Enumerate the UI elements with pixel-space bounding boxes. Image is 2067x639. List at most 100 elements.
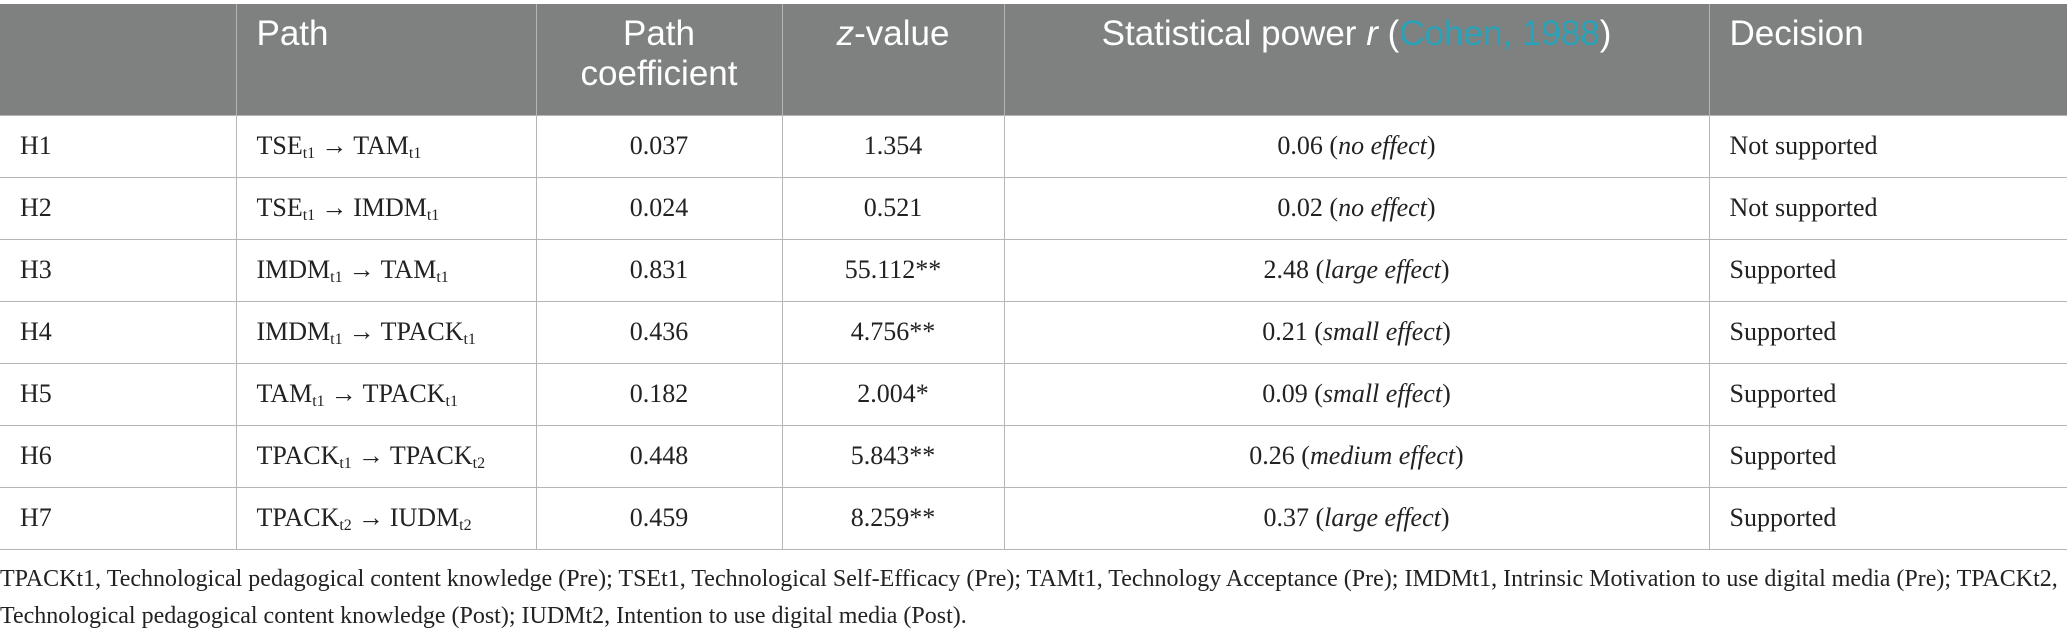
- path-to: IUDM: [389, 503, 460, 532]
- path-to: TAM: [380, 255, 437, 284]
- path-to: TPACK: [362, 379, 446, 408]
- path-coefficient: 0.448: [535, 424, 783, 488]
- table-row: H1 TSEt1 → TAMt1 0.037 1.354 0.06 (no effect) N…: [0, 114, 2067, 178]
- path-from: TPACK: [256, 441, 340, 470]
- power-paren-close: ): [1442, 379, 1451, 408]
- power-paren-open: (: [1307, 317, 1323, 346]
- header-id: [0, 4, 237, 115]
- hypothesis-id: H4: [0, 300, 237, 364]
- power-value: 0.26: [1249, 441, 1295, 470]
- arrow-icon: →: [321, 193, 348, 222]
- power-paren-open: (: [1322, 193, 1339, 222]
- effect-size-label: large effect: [1324, 503, 1441, 532]
- path-from: IMDM: [256, 317, 331, 346]
- header-decision: Decision: [1708, 4, 2067, 115]
- arrow-icon: →: [348, 255, 375, 284]
- decision: Supported: [1708, 238, 2067, 302]
- effect-size-label: small effect: [1322, 379, 1443, 408]
- path-from: TAM: [256, 379, 313, 408]
- effect-size-label: medium effect: [1309, 441, 1456, 470]
- decision: Not supported: [1708, 114, 2067, 178]
- path-to: IMDM: [353, 193, 427, 222]
- statistical-power: 0.26 (medium effect): [1003, 424, 1710, 488]
- arrow-icon: →: [330, 379, 357, 408]
- statistical-power: 0.06 (no effect): [1003, 114, 1710, 178]
- header-z-value: z-value: [781, 4, 1005, 115]
- path-from: TPACK: [256, 503, 340, 532]
- path-from-subscript: t1: [339, 455, 352, 472]
- power-paren-close: ): [1455, 441, 1464, 470]
- power-paren-open: (: [1307, 379, 1323, 408]
- results-table: Path Path coefficient z-value Statistica…: [0, 4, 2067, 550]
- header-path: Path: [235, 4, 537, 115]
- power-paren-close: ): [1440, 503, 1450, 532]
- path-from-subscript: t1: [330, 269, 343, 286]
- header-path-coefficient: Path coefficient: [535, 4, 783, 115]
- statistical-power: 0.37 (large effect): [1003, 486, 1710, 550]
- power-paren-open: (: [1308, 503, 1325, 532]
- hypothesis-id: H6: [0, 424, 237, 488]
- path-coefficient: 0.182: [535, 362, 783, 426]
- hypothesis-id: H1: [0, 114, 237, 178]
- z-value: 4.756**: [781, 300, 1005, 364]
- statistical-power: 0.09 (small effect): [1003, 362, 1710, 426]
- power-paren-open: (: [1322, 131, 1339, 160]
- path-to: TPACK: [380, 317, 464, 346]
- effect-size-label: no effect: [1338, 193, 1427, 222]
- path-from-subscript: t1: [302, 145, 316, 162]
- z-value: 0.521: [781, 176, 1005, 240]
- power-paren-close: ): [1440, 255, 1450, 284]
- power-paren-open: (: [1294, 441, 1310, 470]
- path-cell: TSEt1 → TAMt1: [235, 114, 537, 178]
- statistical-power: 0.21 (small effect): [1003, 300, 1710, 364]
- decision: Supported: [1708, 486, 2067, 550]
- z-value: 2.004*: [781, 362, 1005, 426]
- path-from-subscript: t2: [339, 517, 352, 534]
- power-value: 0.02: [1277, 193, 1323, 222]
- hypothesis-id: H2: [0, 176, 237, 240]
- power-paren-open: (: [1308, 255, 1325, 284]
- statistical-power: 2.48 (large effect): [1003, 238, 1710, 302]
- path-from: IMDM: [256, 255, 331, 284]
- path-cell: TSEt1 → IMDMt1: [235, 176, 537, 240]
- power-paren-close: ): [1426, 131, 1436, 160]
- decision: Supported: [1708, 424, 2067, 488]
- path-from-subscript: t1: [302, 207, 316, 224]
- header-z-suffix: -value: [854, 14, 950, 53]
- path-to-subscript: t1: [463, 331, 476, 348]
- header-power-label: Statistical power: [1101, 14, 1367, 53]
- decision: Supported: [1708, 362, 2067, 426]
- path-cell: IMDMt1 → TPACKt1: [235, 300, 537, 364]
- power-paren-close: ): [1426, 193, 1436, 222]
- path-cell: IMDMt1 → TAMt1: [235, 238, 537, 302]
- z-value: 5.843**: [781, 424, 1005, 488]
- power-value: 0.21: [1262, 317, 1308, 346]
- hypothesis-id: H7: [0, 486, 237, 550]
- z-value: 1.354: [781, 114, 1005, 178]
- z-value: 55.112**: [781, 238, 1005, 302]
- arrow-icon: →: [357, 441, 384, 470]
- path-from: TSE: [256, 131, 303, 160]
- path-coefficient: 0.037: [535, 114, 783, 178]
- path-to: TAM: [353, 131, 409, 160]
- decision: Not supported: [1708, 176, 2067, 240]
- path-coefficient: 0.436: [535, 300, 783, 364]
- power-value: 2.48: [1263, 255, 1309, 284]
- z-value: 8.259**: [781, 486, 1005, 550]
- hypothesis-id: H5: [0, 362, 237, 426]
- table-row: H6 TPACKt1 → TPACKt2 0.448 5.843** 0.26 (mediu…: [0, 424, 2067, 488]
- statistical-power: 0.02 (no effect): [1003, 176, 1710, 240]
- citation-link[interactable]: Cohen, 1988: [1399, 14, 1600, 53]
- path-coefficient: 0.459: [535, 486, 783, 550]
- header-power-open: (: [1377, 14, 1400, 53]
- path-to-subscript: t1: [426, 207, 440, 224]
- path-from-subscript: t1: [312, 393, 325, 410]
- power-value: 0.09: [1262, 379, 1308, 408]
- header-z-symbol: z: [836, 14, 855, 53]
- path-coefficient: 0.831: [535, 238, 783, 302]
- decision: Supported: [1708, 300, 2067, 364]
- power-value: 0.37: [1263, 503, 1309, 532]
- table-row: H2 TSEt1 → IMDMt1 0.024 0.521 0.02 (no effect)…: [0, 176, 2067, 240]
- arrow-icon: →: [357, 503, 384, 532]
- path-to-subscript: t2: [472, 455, 486, 472]
